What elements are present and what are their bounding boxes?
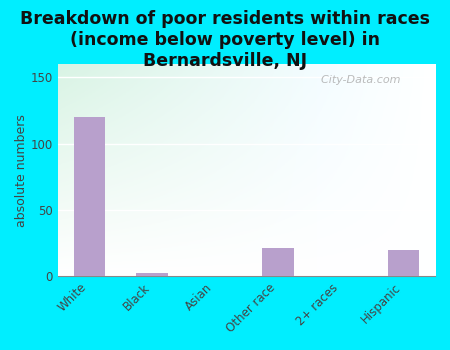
Text: City-Data.com: City-Data.com [314,75,401,85]
Y-axis label: absolute numbers: absolute numbers [15,114,28,226]
Bar [262,248,293,276]
Bar [388,250,419,276]
Bar [136,273,168,276]
Text: Breakdown of poor residents within races
(income below poverty level) in
Bernard: Breakdown of poor residents within races… [20,10,430,70]
Bar [74,117,105,276]
